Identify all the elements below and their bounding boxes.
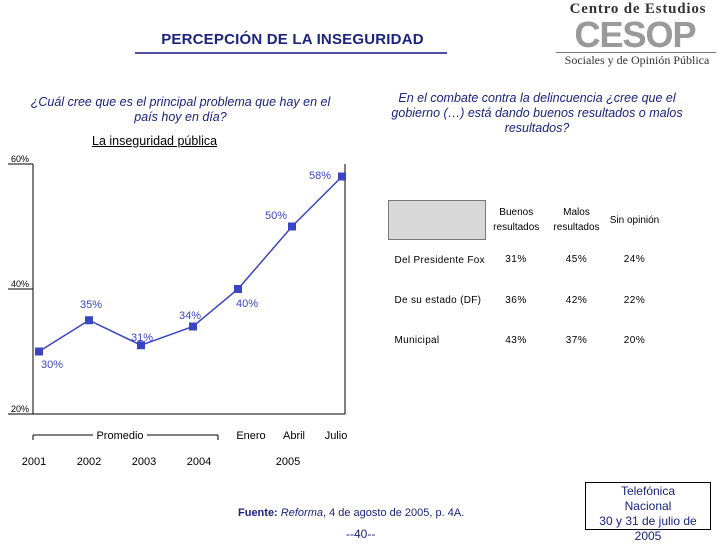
source-publication: Reforma [280,507,323,519]
logo-bottom-text: Sociales y de Opinión Pública [564,53,710,67]
header-word: Malos [563,207,590,218]
month-label: Abril [283,430,305,442]
cell-value: 20% [623,334,646,346]
logo-divider [556,52,716,53]
cell-value: 22% [623,294,646,306]
data-point-marker [288,222,296,231]
year-label: 2001 [22,456,46,468]
y-tick-label: 40% [11,279,29,289]
data-label: 40% [236,298,258,310]
page-number: --40-- [346,527,376,541]
poll-line: Nacional [624,499,672,513]
data-label: 34% [179,310,201,322]
row-label: Del Presidente Fox [394,254,485,266]
left-question: ¿Cuál cree que es el principal problema … [30,95,331,124]
source-note: Fuente: Reforma, 4 de agosto de 2005, p.… [238,507,464,519]
chart-subtitle: La inseguridad pública [92,134,218,148]
header-sin-opinion: Sin opinión [609,214,660,226]
header-word: Buenos [499,207,534,218]
promedio-label: Promedio [96,430,143,442]
header-buenos: Buenos resultados [486,201,547,240]
data-label: 30% [41,359,63,371]
table-row: Del Presidente Fox 31% 45% 24% [389,240,663,281]
logo-top-text: Centro de Estudios [569,1,707,17]
row-label: De su estado (DF) [394,294,482,306]
y-tick-label: 60% [11,154,29,164]
poll-line: Telefónica [620,484,676,498]
logo-mark: CESOP [556,17,714,53]
data-point-marker [85,316,93,325]
insecurity-line-chart: 20% 40% 60% 30% 35% 31% 34% 40% 50% 58% Promedio… [8,154,348,468]
poll-info-box: Telefónica Nacional 30 y 31 de julio de … [585,482,711,543]
cell-value: 36% [505,294,527,306]
source-label: Fuente: [238,507,278,519]
year-label-2005: 2005 [276,456,300,468]
cell-value: 31% [505,254,527,266]
data-point-marker [137,341,145,350]
title-underline [135,52,447,54]
data-label: 58% [309,170,331,182]
bracket-label-bg [93,428,147,442]
table-row: Municipal 43% 37% 20% [389,320,663,360]
cell-value: 45% [565,254,588,266]
page-title: PERCEPCIÓN DE LA INSEGURIDAD [161,31,424,48]
data-label: 31% [131,332,153,344]
y-tick-label: 20% [11,404,29,414]
data-label: 50% [265,210,287,222]
month-label: Enero [236,430,265,442]
data-point-marker [338,172,346,181]
data-label: 35% [80,299,102,311]
cell-value: 37% [565,334,588,346]
year-label: 2003 [132,456,156,468]
data-point-marker [189,322,197,331]
source-details: , 4 de agosto de 2005, p. 4A. [322,507,465,519]
cell-value: 24% [623,254,646,266]
data-point-marker [35,347,43,356]
cell-value: 43% [505,334,527,346]
year-label: 2004 [187,456,211,468]
results-table: Buenos resultados Malos resultados Sin opi… [388,200,663,360]
header-malos: Malos resultados [547,201,607,240]
header-word: resultados [493,222,540,233]
month-label: Julio [325,430,348,442]
right-question: En el combate contra la delincuencia ¿cr… [391,91,683,135]
table-row: De su estado (DF) 36% 42% 22% [389,280,663,320]
cesop-logo: Centro de Estudios CESOP Sociales y de O… [552,0,718,70]
data-point-marker [234,285,242,293]
table-corner-cell [388,200,486,240]
header-word: resultados [553,222,600,233]
row-label: Municipal [394,334,440,346]
table-header-row: Buenos resultados Malos resultados Sin opi… [388,200,663,240]
cell-value: 42% [565,294,588,306]
year-label: 2002 [77,456,101,468]
